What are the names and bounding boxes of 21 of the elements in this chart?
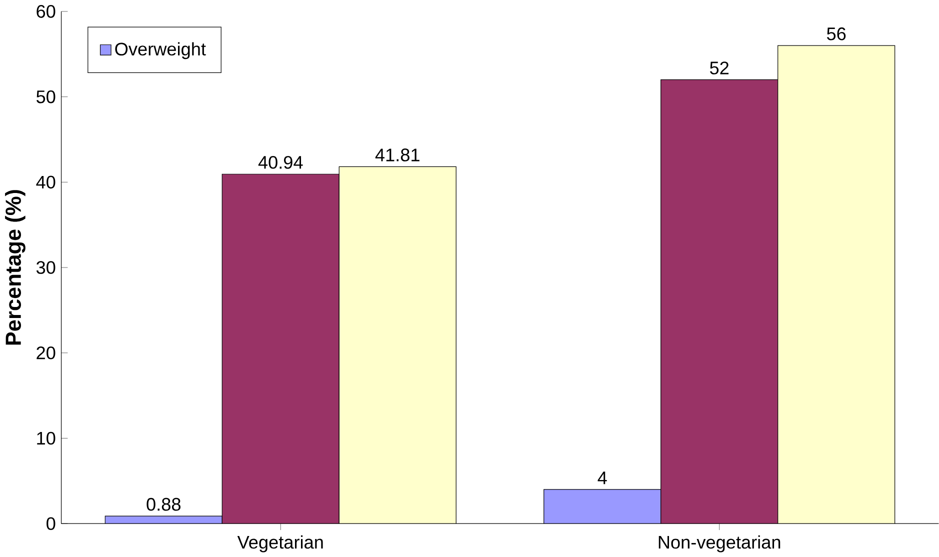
legend-label: Overweight [115, 42, 206, 59]
data-label: 40.94 [258, 156, 303, 169]
y-tick-label: 40 [36, 176, 56, 188]
y-tick-label: 30 [36, 260, 56, 274]
x-tick-label: Vegetarian [237, 535, 323, 552]
y-axis-title: Percentage (%) [5, 190, 26, 344]
y-tick-label: 50 [36, 90, 56, 104]
bar [544, 489, 662, 524]
bar [105, 516, 222, 524]
y-tick-label: 20 [36, 346, 56, 360]
data-label: 4 [598, 472, 607, 484]
y-tick-label: 60 [36, 4, 56, 18]
y-tick-label: 0 [46, 517, 56, 530]
x-tick-label: Non-vegetarian [658, 535, 780, 552]
bar [339, 166, 456, 524]
data-label: 41.81 [375, 148, 420, 162]
data-label: 52 [710, 61, 729, 74]
bar [778, 45, 896, 524]
data-label: 0.88 [146, 498, 180, 511]
y-tick-label: 10 [37, 432, 56, 444]
data-label: 56 [826, 27, 846, 40]
